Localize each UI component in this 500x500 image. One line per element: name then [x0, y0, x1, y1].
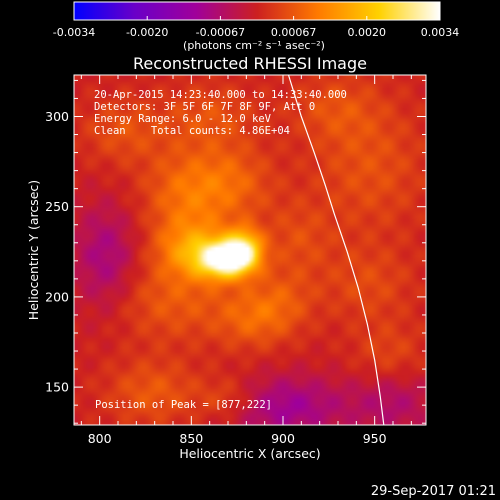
y-axis-label: Heliocentric Y (arcsec) [26, 180, 41, 320]
annotation-detectors: Detectors: 3F 5F 6F 7F 8F 9F, Att 0 [94, 101, 315, 113]
peak-position-label: Position of Peak = [877,222] [95, 399, 272, 411]
colorbar-tick-label: 0.0034 [421, 26, 460, 39]
x-tick-label: 950 [363, 431, 387, 446]
solar-limb-line [287, 75, 385, 425]
chart-title: Reconstructed RHESSI Image [133, 54, 367, 73]
axis-ticks: 800 850 900 950 150 200 250 300 [45, 75, 426, 446]
colorbar-tick-label: 0.00067 [271, 26, 317, 39]
colorbar-tick-label: -0.0034 [53, 26, 95, 39]
heatmap-image [74, 75, 426, 425]
annotation-energy-range: Energy Range: 6.0 - 12.0 keV [94, 113, 272, 125]
colorbar: -0.0034 -0.0020 -0.00067 0.00067 0.0020 0.003… [53, 1, 459, 52]
x-tick-label: 900 [271, 431, 295, 446]
x-tick-label: 800 [88, 431, 112, 446]
colorbar-ticks: -0.0034 -0.0020 -0.00067 0.00067 0.0020 0.003… [53, 16, 459, 39]
colorbar-tick-label: -0.00067 [196, 26, 245, 39]
y-tick-label: 150 [45, 380, 69, 395]
annotation-time-range: 20-Apr-2015 14:23:40.000 to 14:33:40.000 [94, 89, 347, 101]
y-tick-label: 200 [45, 289, 69, 304]
y-tick-label: 300 [45, 109, 69, 124]
annotation-block: 20-Apr-2015 14:23:40.000 to 14:33:40.000… [94, 89, 347, 137]
footer-timestamp: 29-Sep-2017 01:21 [371, 484, 496, 499]
colorbar-tick-label: 0.0020 [348, 26, 387, 39]
colorbar-unit: (photons cm⁻² s⁻¹ asec⁻²) [183, 39, 325, 52]
plot-frame [73, 74, 427, 426]
x-tick-label: 850 [179, 431, 203, 446]
y-tick-label: 250 [45, 199, 69, 214]
annotation-clean-counts: Clean Total counts: 4.86E+04 [94, 125, 290, 137]
x-axis-label: Heliocentric X (arcsec) [179, 446, 320, 461]
colorbar-tick-label: -0.0020 [126, 26, 168, 39]
plot-area: 800 850 900 950 150 200 250 300 20-Apr-2015 14:… [45, 74, 427, 446]
colorbar-scale [73, 1, 441, 21]
